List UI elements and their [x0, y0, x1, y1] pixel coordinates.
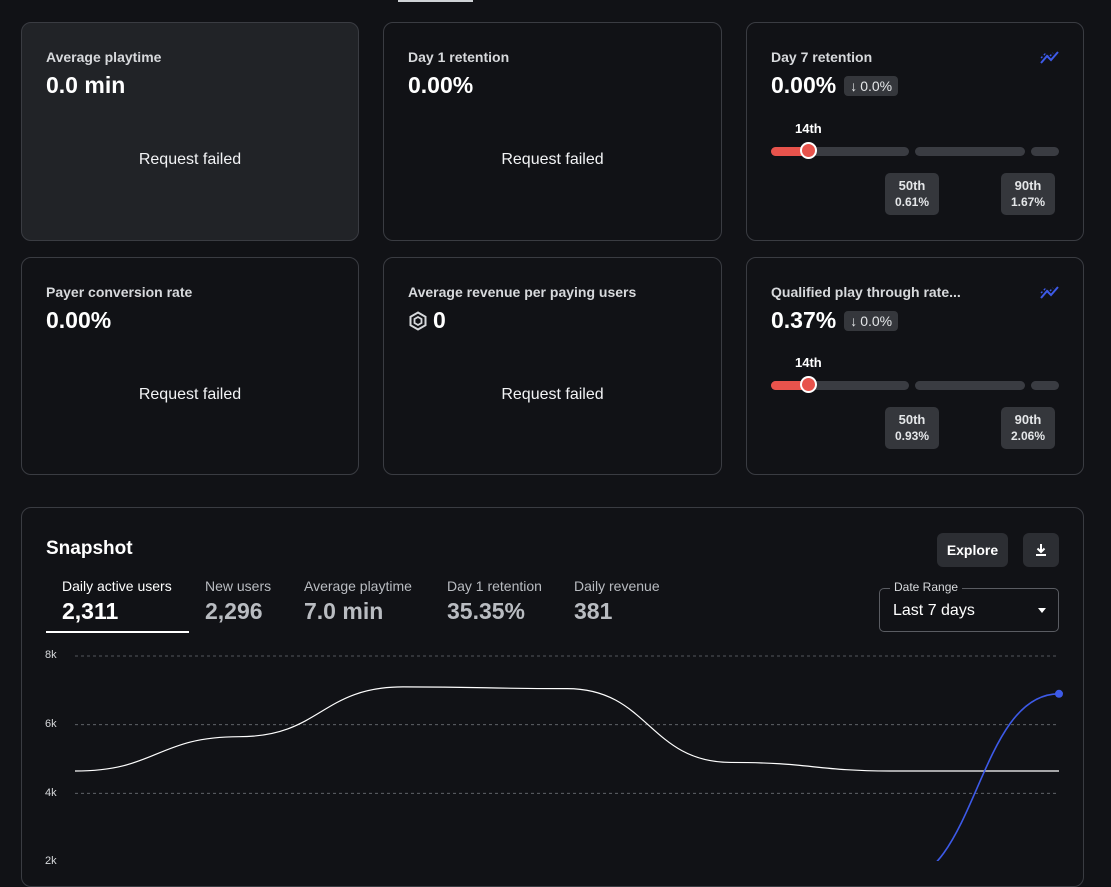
card-value: 0.00% — [408, 72, 474, 98]
arrow-down-icon: ↓ — [850, 312, 858, 329]
error-message: Request failed — [138, 386, 242, 403]
delta-value: 0.0% — [860, 77, 893, 94]
selected-tab-underline — [46, 631, 189, 633]
series-line — [74, 686, 1059, 772]
benchmark-value: 0.61% — [894, 195, 930, 209]
value-text: 0.37% — [771, 307, 837, 333]
data-point[interactable] — [1055, 689, 1063, 698]
percentile-label: 14th — [795, 121, 822, 136]
benchmark-label: 90th — [1014, 412, 1042, 427]
metric-label: Daily revenue — [574, 578, 660, 594]
benchmark-label: 90th — [1014, 178, 1042, 193]
delta-badge: ↓ 0.0% — [844, 310, 899, 331]
card-title: Average playtime — [46, 49, 162, 65]
metric-label: Daily active users — [62, 578, 172, 594]
percentile-track — [1031, 381, 1059, 390]
percentile-track — [771, 381, 909, 390]
percentile-thumb — [800, 142, 817, 159]
benchmark-50th: 50th 0.93% — [885, 407, 939, 449]
trend-icon[interactable] — [1039, 282, 1061, 304]
card-value: 0.00% ↓ 0.0% — [771, 72, 899, 99]
benchmark-value: 2.06% — [1010, 429, 1046, 443]
metric-tab-average-playtime[interactable]: Average playtime 7.0 min — [304, 578, 412, 625]
series-line — [936, 692, 1060, 861]
metric-label: Average playtime — [304, 578, 412, 594]
metric-value: 2,296 — [205, 598, 263, 624]
percentile-track — [771, 147, 909, 156]
value-text: 0.00% — [771, 72, 837, 98]
card-payer-conversion[interactable]: Payer conversion rate 0.00% Request fail… — [21, 257, 359, 475]
percentile-fill — [771, 381, 809, 390]
card-value: 0.0 min — [46, 72, 126, 98]
error-message: Request failed — [501, 386, 604, 403]
value-text: 0 — [433, 307, 446, 333]
metric-value: 35.35% — [447, 598, 526, 624]
card-arppu[interactable]: Average revenue per paying users 0 Reque… — [383, 257, 722, 475]
card-day1-retention[interactable]: Day 1 retention 0.00% Request failed — [383, 22, 722, 241]
metric-value: 7.0 min — [304, 598, 384, 624]
metric-value: 381 — [574, 598, 613, 624]
benchmark-50th: 50th 0.61% — [885, 173, 939, 215]
percentile-track — [1031, 147, 1059, 156]
date-range-value: Last 7 days — [893, 602, 975, 619]
card-value: 0.00% — [46, 307, 112, 333]
metric-tab-daily-revenue[interactable]: Daily revenue 381 — [574, 578, 660, 625]
y-tick-label: 8k — [45, 649, 57, 661]
snapshot-title: Snapshot — [46, 538, 133, 559]
metric-label: Day 1 retention — [447, 578, 542, 594]
card-average-playtime[interactable]: Average playtime 0.0 min Request failed — [21, 22, 359, 241]
delta-badge: ↓ 0.0% — [844, 75, 899, 96]
metric-value: 2,311 — [62, 598, 119, 624]
card-title: Payer conversion rate — [46, 284, 193, 300]
percentile-track — [915, 381, 1025, 390]
top-tab-indicator — [398, 0, 473, 2]
y-tick-label: 4k — [45, 787, 57, 799]
trend-icon[interactable] — [1039, 47, 1061, 69]
robux-icon — [409, 310, 427, 331]
percentile-thumb — [800, 376, 817, 393]
date-range-select[interactable]: Date Range Last 7 days — [879, 580, 1059, 632]
metric-label: New users — [205, 578, 272, 594]
card-value: 0.37% ↓ 0.0% — [771, 307, 899, 334]
card-title: Qualified play through rate... — [771, 284, 961, 300]
metric-tab-new-users[interactable]: New users 2,296 — [205, 578, 271, 625]
card-title: Day 1 retention — [408, 49, 510, 65]
percentile-label: 14th — [795, 355, 822, 370]
benchmark-90th: 90th 1.67% — [1001, 173, 1055, 215]
snapshot-panel: Snapshot Explore Daily active users 2,31… — [21, 507, 1084, 887]
benchmark-90th: 90th 2.06% — [1001, 407, 1055, 449]
download-button[interactable] — [1023, 533, 1059, 567]
error-message: Request failed — [138, 151, 242, 168]
daily-active-users-chart — [74, 655, 1063, 861]
metric-tab-daily-active-users[interactable]: Daily active users 2,311 — [62, 578, 172, 625]
caret-down-icon — [1038, 608, 1046, 613]
benchmark-label: 50th — [898, 178, 926, 193]
explore-button[interactable]: Explore — [937, 533, 1008, 567]
benchmark-label: 50th — [898, 412, 926, 427]
metric-tab-day1-retention[interactable]: Day 1 retention 35.35% — [447, 578, 542, 625]
error-message: Request failed — [501, 151, 604, 168]
percentile-track — [915, 147, 1025, 156]
date-range-legend: Date Range — [890, 580, 963, 594]
download-icon — [1036, 544, 1046, 556]
card-value: 0 — [408, 307, 446, 334]
benchmark-value: 1.67% — [1010, 195, 1046, 209]
card-title: Average revenue per paying users — [408, 284, 637, 300]
card-qualified-play-through[interactable]: Qualified play through rate... 0.37% ↓ 0… — [746, 257, 1084, 475]
benchmark-value: 0.93% — [894, 429, 930, 443]
y-tick-label: 6k — [45, 718, 57, 730]
card-day7-retention[interactable]: Day 7 retention 0.00% ↓ 0.0% 14th 50th 0… — [746, 22, 1084, 241]
card-title: Day 7 retention — [771, 49, 873, 65]
arrow-down-icon: ↓ — [850, 77, 858, 94]
percentile-fill — [771, 147, 809, 156]
delta-value: 0.0% — [860, 312, 893, 329]
